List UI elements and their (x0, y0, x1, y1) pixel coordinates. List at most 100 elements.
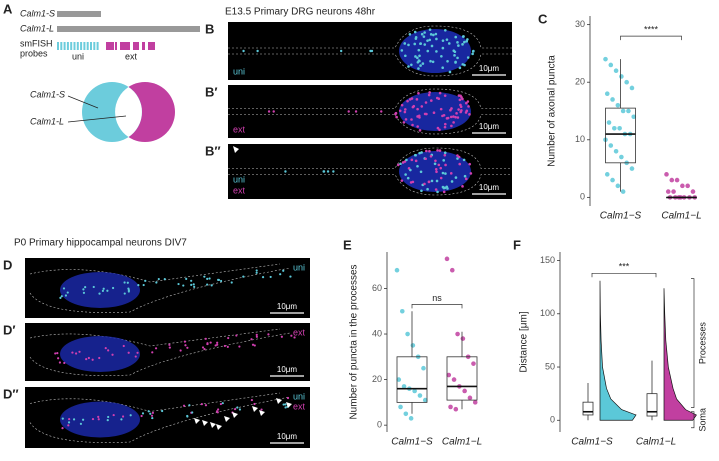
x-tick-label: Calm1−L (661, 211, 701, 222)
puncta (443, 122, 447, 126)
cell-outline (29, 263, 291, 313)
data-point (455, 331, 460, 337)
puncta (468, 162, 472, 166)
puncta (421, 62, 425, 65)
puncta (457, 44, 460, 47)
puncta (417, 114, 421, 118)
data-point (610, 177, 615, 183)
y-tick-label: 0 (580, 192, 585, 202)
puncta (416, 125, 419, 128)
puncta (420, 32, 424, 36)
puncta (415, 98, 419, 101)
box (396, 356, 428, 403)
puncta (279, 273, 282, 276)
puncta (98, 292, 101, 295)
puncta (412, 104, 416, 108)
puncta (127, 351, 130, 354)
cell-outline (29, 392, 291, 443)
puncta (417, 92, 420, 95)
puncta (121, 415, 125, 418)
puncta (447, 42, 451, 45)
puncta (82, 291, 86, 294)
pointer (67, 95, 99, 109)
y-tick-label: 20 (575, 77, 585, 87)
data-point (403, 411, 409, 417)
puncta (242, 49, 245, 53)
puncta (64, 294, 68, 297)
puncta (230, 281, 233, 284)
data-point (604, 91, 610, 97)
puncta (454, 176, 458, 179)
probe (148, 42, 155, 50)
data-point (448, 404, 453, 410)
puncta (219, 279, 223, 283)
puncta (255, 269, 258, 272)
puncta (255, 333, 258, 336)
probe (76, 42, 79, 50)
puncta (454, 35, 458, 39)
probe-label: uni (72, 51, 84, 61)
puncta (129, 414, 132, 417)
puncta (260, 408, 263, 411)
probe (133, 42, 139, 50)
puncta (161, 409, 164, 413)
puncta (261, 276, 265, 279)
puncta (453, 54, 456, 57)
puncta (126, 281, 129, 284)
data-point (619, 154, 624, 160)
puncta (216, 411, 219, 414)
puncta (290, 334, 293, 337)
puncta (63, 361, 66, 365)
puncta (250, 338, 253, 341)
micrograph (25, 323, 310, 381)
channel-label: uni (293, 391, 305, 401)
channel-label: ext (233, 124, 246, 134)
puncta (163, 278, 166, 281)
puncta (432, 111, 436, 115)
puncta (188, 404, 191, 407)
puncta (62, 287, 66, 290)
puncta (107, 415, 110, 419)
puncta (136, 351, 139, 354)
puncta (168, 343, 171, 346)
puncta (120, 418, 123, 421)
puncta (452, 121, 455, 124)
puncta (438, 91, 442, 95)
puncta (206, 283, 209, 286)
puncta (443, 94, 447, 97)
probe (66, 42, 69, 50)
probe (63, 42, 66, 50)
probe (57, 42, 59, 50)
puncta (456, 56, 459, 60)
arrowhead (216, 424, 222, 430)
puncta (436, 126, 440, 130)
puncta (67, 421, 71, 424)
puncta (434, 167, 438, 171)
data-point (472, 400, 478, 405)
puncta (446, 187, 449, 190)
puncta (438, 149, 442, 152)
puncta (403, 108, 407, 111)
puncta (151, 411, 155, 414)
puncta (380, 110, 383, 113)
puncta (471, 52, 474, 56)
puncta (203, 275, 206, 278)
micrograph (228, 22, 512, 80)
y-tick-label: 20 (372, 374, 382, 384)
data-point (615, 102, 621, 108)
puncta (439, 107, 443, 111)
puncta (436, 149, 439, 152)
puncta (414, 55, 417, 58)
probe (86, 42, 89, 50)
puncta (339, 49, 343, 53)
puncta (253, 402, 256, 406)
puncta (435, 96, 439, 100)
puncta (87, 356, 90, 360)
probe (60, 42, 63, 50)
y-tick-label: 0 (377, 420, 382, 430)
data-point (613, 68, 619, 73)
puncta (57, 357, 60, 360)
arrowhead (232, 412, 238, 418)
puncta (463, 63, 466, 67)
puncta (269, 275, 272, 279)
